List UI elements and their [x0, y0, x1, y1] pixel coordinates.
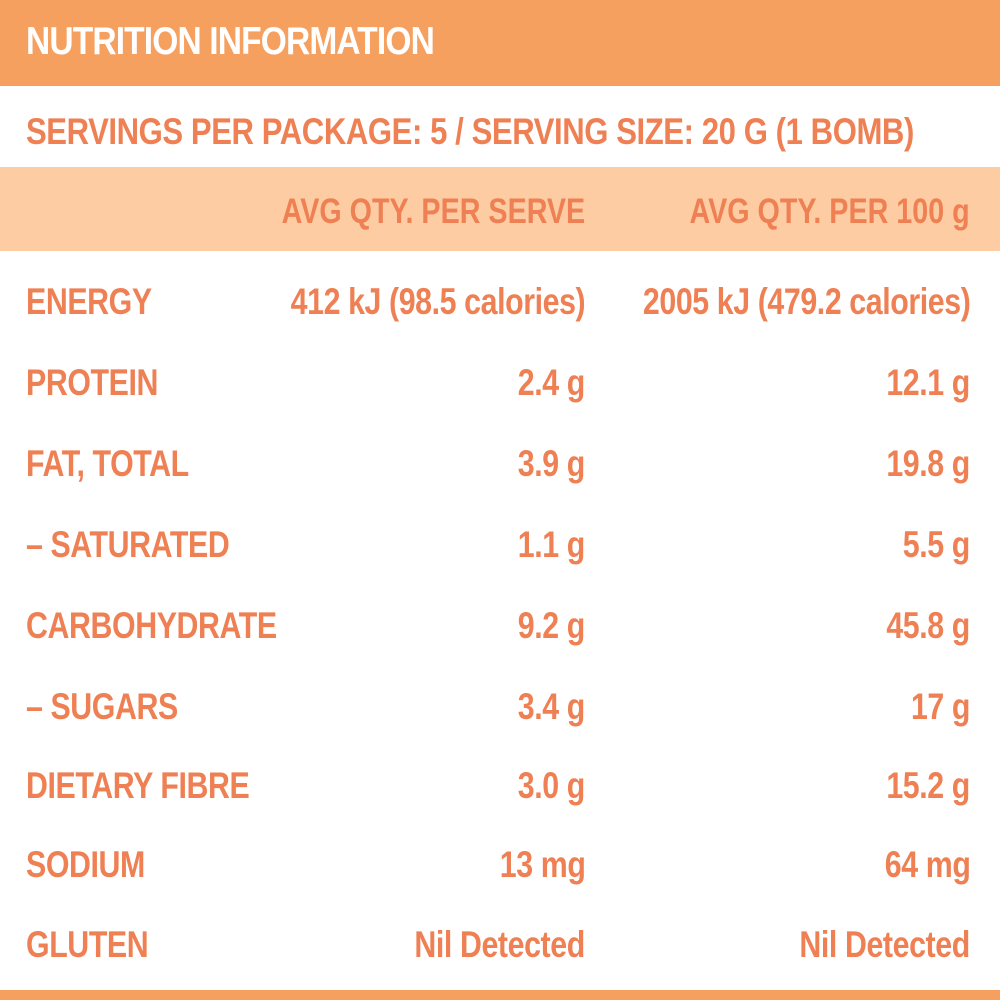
table-row: – SATURATED 1.1 g 5.5 g [0, 515, 1000, 575]
table-row: SODIUM 13 mg 64 mg [0, 835, 1000, 895]
table-row: – SUGARS 3.4 g 17 g [0, 677, 1000, 737]
bottom-bar [0, 990, 1000, 1000]
per-serve-value: 13 mg [499, 844, 585, 885]
page-title: NUTRITION INFORMATION [26, 20, 435, 63]
table-row: ENERGY 412 kJ (98.5 calories) 2005 kJ (4… [0, 272, 1000, 332]
column-header-per-100g: AVG QTY. PER 100 g [689, 192, 970, 231]
per-100g-value: 64 mg [884, 844, 970, 885]
column-header-bar [0, 167, 1000, 251]
per-serve-value: 9.2 g [517, 605, 586, 646]
table-row: DIETARY FIBRE 3.0 g 15.2 g [0, 756, 1000, 816]
per-100g-value: 17 g [910, 686, 970, 727]
nutrient-label: FAT, TOTAL [26, 443, 189, 484]
per-100g-value: 12.1 g [886, 362, 970, 403]
nutrient-label: CARBOHYDRATE [26, 605, 277, 646]
table-row: CARBOHYDRATE 9.2 g 45.8 g [0, 596, 1000, 656]
servings-info: SERVINGS PER PACKAGE: 5 / SERVING SIZE: … [26, 111, 914, 152]
per-100g-value: 45.8 g [886, 605, 970, 646]
per-serve-value: 3.9 g [517, 443, 586, 484]
per-100g-value: 15.2 g [886, 765, 970, 806]
nutrient-label: DIETARY FIBRE [26, 765, 250, 806]
header-bar: NUTRITION INFORMATION [0, 0, 1000, 86]
nutrient-label: SODIUM [26, 844, 145, 885]
nutrient-label: – SATURATED [26, 524, 230, 565]
per-100g-value: 5.5 g [902, 524, 971, 565]
nutrient-label: – SUGARS [26, 686, 178, 727]
nutrient-label: PROTEIN [26, 362, 158, 403]
per-100g-value: 19.8 g [886, 443, 970, 484]
per-serve-value: 3.4 g [517, 686, 586, 727]
table-row: FAT, TOTAL 3.9 g 19.8 g [0, 434, 1000, 494]
per-100g-value: Nil Detected [799, 924, 971, 965]
nutrient-label: ENERGY [26, 281, 152, 322]
per-serve-value: 2.4 g [517, 362, 586, 403]
per-serve-value: 1.1 g [517, 524, 586, 565]
per-100g-value: 2005 kJ (479.2 calories) [642, 281, 970, 322]
per-serve-value: 3.0 g [517, 765, 586, 806]
per-serve-value: Nil Detected [414, 924, 586, 965]
per-serve-value: 412 kJ (98.5 calories) [290, 281, 585, 322]
nutrient-label: GLUTEN [26, 924, 149, 965]
column-header-per-serve: AVG QTY. PER SERVE [281, 192, 585, 231]
table-row: PROTEIN 2.4 g 12.1 g [0, 353, 1000, 413]
table-row: GLUTEN Nil Detected Nil Detected [0, 915, 1000, 975]
